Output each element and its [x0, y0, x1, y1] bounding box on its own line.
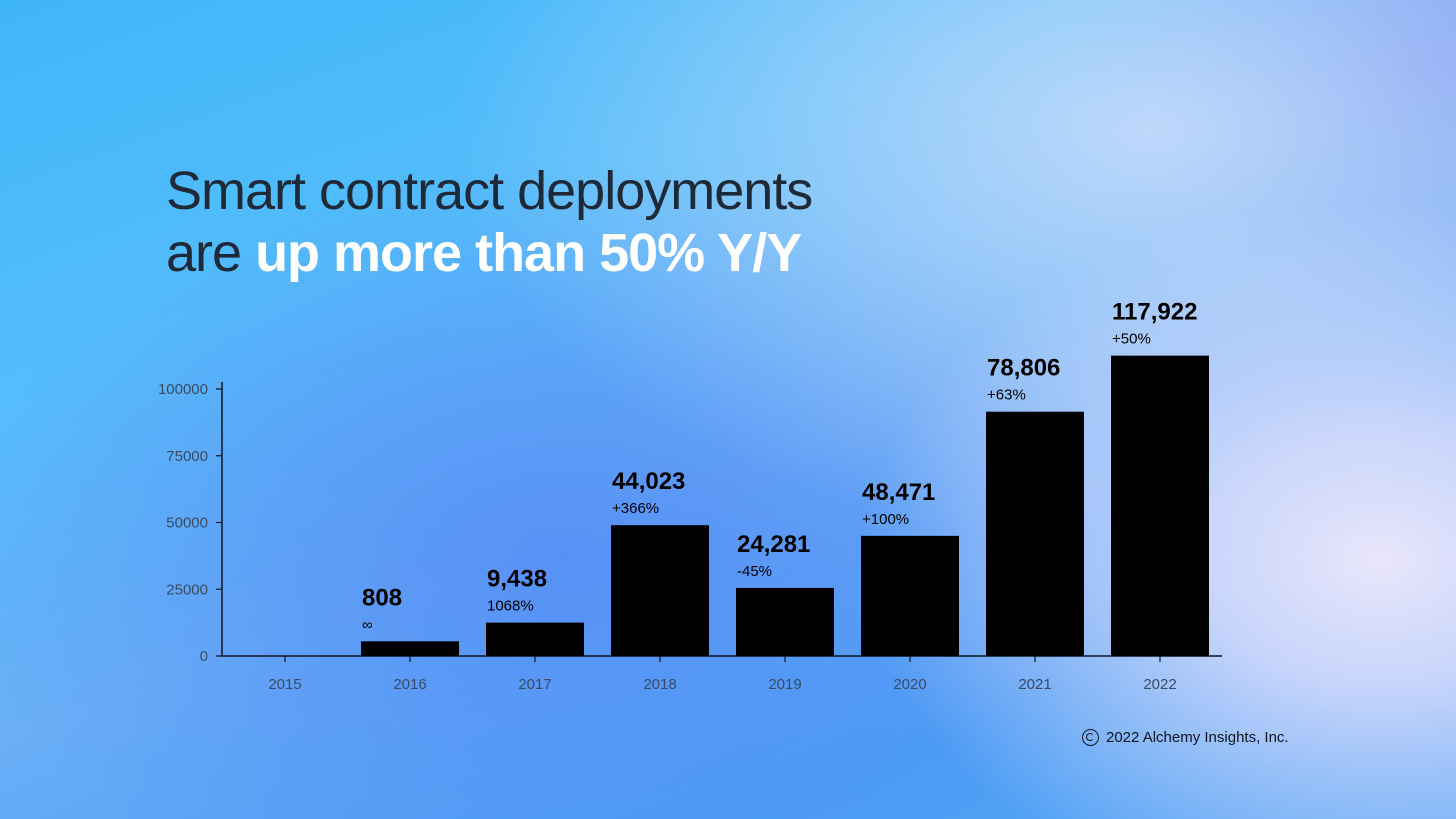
data-label: 808: [362, 584, 402, 611]
x-tick-label: 2018: [643, 676, 676, 693]
bar: [486, 622, 584, 656]
title-line-1: Smart contract deployments: [166, 161, 813, 221]
data-label: 48,471: [862, 479, 935, 506]
copyright-icon: [1082, 729, 1099, 746]
data-label: 24,281: [737, 531, 810, 558]
data-label: 78,806: [987, 355, 1060, 382]
chart-title: Smart contract deployments are up more t…: [166, 160, 813, 284]
y-tick-label: 50000: [166, 515, 208, 532]
change-label: +50%: [1112, 331, 1151, 348]
bar: [861, 535, 959, 656]
x-tick-label: 2016: [393, 676, 426, 693]
bar: [611, 525, 709, 656]
change-label: +63%: [987, 387, 1026, 404]
x-tick-label: 2017: [518, 676, 551, 693]
data-label: 117,922: [1112, 299, 1197, 326]
y-tick-label: 100000: [158, 381, 208, 398]
y-tick-label: 0: [200, 648, 208, 665]
y-tick-label: 25000: [166, 581, 208, 598]
copyright-text: 2022 Alchemy Insights, Inc.: [1106, 729, 1289, 746]
title-highlight: up more than 50% Y/Y: [255, 223, 802, 283]
change-label: +366%: [612, 500, 659, 517]
bar: [1111, 355, 1209, 656]
bar: [361, 641, 459, 656]
bar: [986, 411, 1084, 656]
x-tick-label: 2020: [893, 676, 926, 693]
x-tick-label: 2021: [1018, 676, 1051, 693]
data-label: 9,438: [487, 566, 547, 593]
x-tick-label: 2019: [768, 676, 801, 693]
title-line-2: are up more than 50% Y/Y: [166, 222, 812, 284]
bar: [736, 587, 834, 656]
change-label: ∞: [362, 616, 373, 633]
change-label: +100%: [862, 511, 909, 528]
change-label: 1068%: [487, 598, 534, 615]
change-label: -45%: [737, 563, 772, 580]
x-tick-label: 2022: [1143, 676, 1176, 693]
title-prefix: are: [166, 223, 242, 283]
data-label: 44,023: [612, 468, 685, 495]
x-tick-label: 2015: [268, 676, 301, 693]
copyright-notice: 2022 Alchemy Insights, Inc.: [1082, 729, 1289, 746]
y-tick-label: 75000: [166, 448, 208, 465]
